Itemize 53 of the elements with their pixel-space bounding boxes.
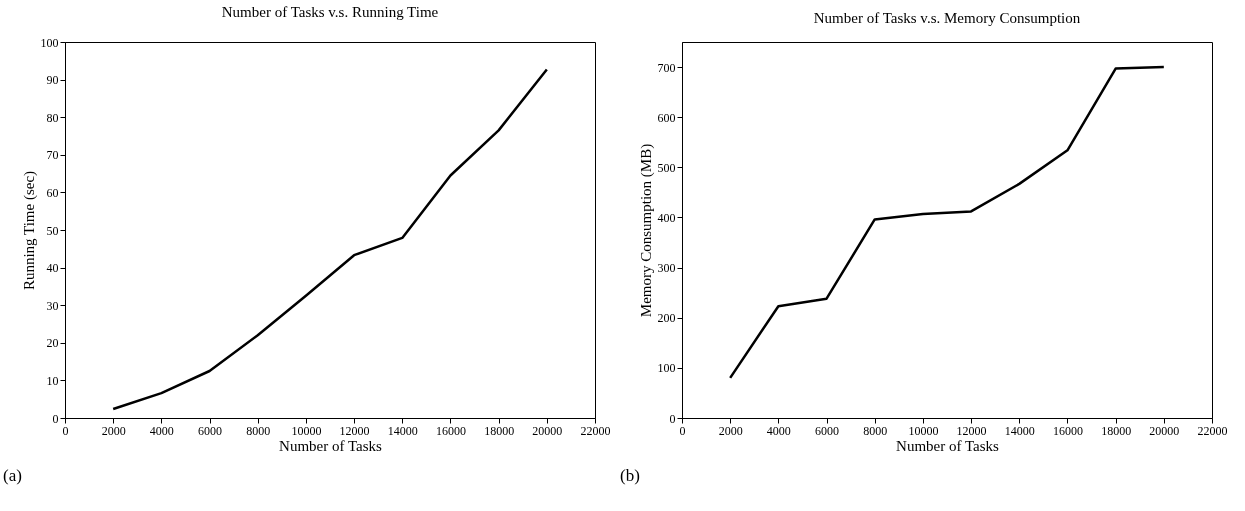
x-tick-label: 18000 <box>1101 423 1132 438</box>
y-tick-label: 200 <box>657 311 676 326</box>
y-tick-label: 50 <box>46 223 59 238</box>
x-tick-label: 12000 <box>956 423 987 438</box>
x-axis-title: Number of Tasks <box>896 437 1000 454</box>
chart-title: Number of Tasks v.s. Memory Consumption <box>813 10 1081 26</box>
y-axis-title: Memory Consumption (MB) <box>637 143 655 318</box>
line-series <box>111 68 549 411</box>
x-tick-label: 2000 <box>101 423 126 438</box>
y-tick-label: 80 <box>46 110 59 125</box>
x-tick-label: 14000 <box>1004 423 1035 438</box>
x-tick-label: 0 <box>62 423 69 438</box>
y-tick-label: 0 <box>669 411 676 426</box>
x-tick-label: 18000 <box>484 423 515 438</box>
x-axis-title: Number of Tasks <box>279 437 383 454</box>
x-tick-label: 22000 <box>1197 423 1228 438</box>
y-axis-title: Running Time (sec) <box>20 170 38 291</box>
y-tick-label: 40 <box>46 261 59 276</box>
x-tick-label: 6000 <box>815 423 840 438</box>
x-tick-label: 20000 <box>532 423 563 438</box>
x-tick-label: 20000 <box>1149 423 1180 438</box>
y-tick-label: 60 <box>46 185 59 200</box>
y-tick-label: 500 <box>657 160 676 175</box>
y-tick-label: 400 <box>657 210 676 225</box>
x-tick-label: 10000 <box>291 423 322 438</box>
text: (a) <box>3 466 22 485</box>
x-tick-label: 8000 <box>863 423 888 438</box>
y-tick-label: 300 <box>657 261 676 276</box>
x-tick-label: 0 <box>679 423 686 438</box>
chart-title: Number of Tasks v.s. Running Time <box>221 4 439 20</box>
y-tick-label: 20 <box>46 336 59 351</box>
y-tick-label: 100 <box>40 35 59 50</box>
x-tick-label: 4000 <box>149 423 174 438</box>
line-series <box>728 65 1166 380</box>
x-tick-label: 16000 <box>1052 423 1083 438</box>
y-tick-label: 30 <box>46 298 59 313</box>
y-tick-label: 700 <box>657 60 676 75</box>
x-tick-label: 6000 <box>198 423 223 438</box>
x-tick-label: 10000 <box>908 423 939 438</box>
y-tick-label: 100 <box>657 361 676 376</box>
x-tick-label: 16000 <box>435 423 466 438</box>
x-tick-label: 14000 <box>387 423 418 438</box>
x-tick-label: 12000 <box>339 423 370 438</box>
x-tick-label: 2000 <box>718 423 743 438</box>
x-tick-label: 4000 <box>766 423 791 438</box>
x-tick-label: 8000 <box>246 423 271 438</box>
y-tick-label: 90 <box>46 73 59 88</box>
y-tick-label: 70 <box>46 148 59 163</box>
text: (b) <box>620 466 640 485</box>
x-tick-label: 22000 <box>580 423 611 438</box>
y-tick-label: 600 <box>657 110 676 125</box>
y-tick-label: 10 <box>46 373 59 388</box>
y-tick-label: 0 <box>52 411 59 426</box>
